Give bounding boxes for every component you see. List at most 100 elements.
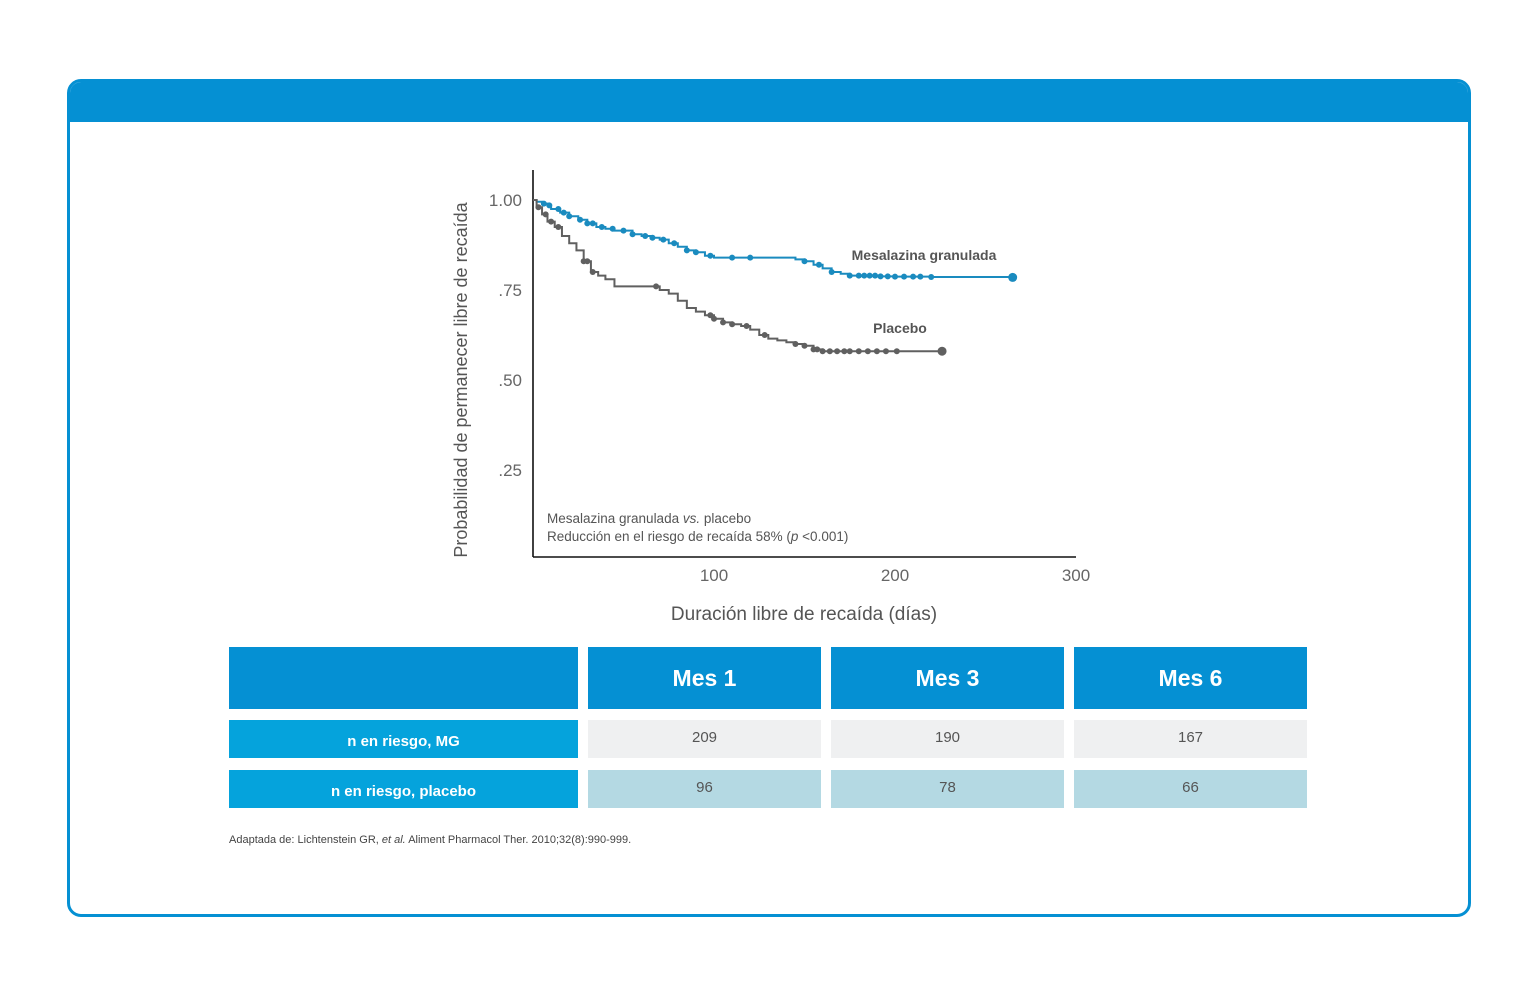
censor-mark xyxy=(928,274,935,281)
source-prefix: Adaptada de: Lichtenstein GR, xyxy=(229,834,382,846)
table-header-mes-3: Mes 3 xyxy=(831,647,1064,709)
source-suffix: Aliment Pharmacol Ther. 2010;32(8):990-9… xyxy=(405,834,632,846)
y-axis-title: Probabilidad de permanecer libre de reca… xyxy=(451,201,471,557)
censor-mark xyxy=(671,240,678,247)
censor-mark xyxy=(801,342,808,349)
censor-mark xyxy=(711,315,717,322)
cell-mg-mes-1: 209 xyxy=(588,720,821,758)
cell-placebo-mes-3: 78 xyxy=(831,770,1064,808)
y-tick-label: 1.00 xyxy=(489,191,522,210)
censor-mark xyxy=(882,348,889,355)
censor-mark xyxy=(566,213,573,220)
censor-mark xyxy=(729,321,736,328)
y-tick-label: .50 xyxy=(498,371,522,390)
censor-mark xyxy=(841,348,848,355)
cell-mg-mes-6: 167 xyxy=(1074,720,1307,758)
cell-placebo-mes-1: 96 xyxy=(588,770,821,808)
row-label-placebo: n en riesgo, placebo xyxy=(229,770,578,808)
censor-mark xyxy=(729,254,736,261)
censor-mark xyxy=(834,348,841,355)
annotation-text: <0.001) xyxy=(798,529,848,544)
censor-mark xyxy=(540,200,547,207)
censor-mark xyxy=(877,273,884,280)
censor-mark xyxy=(609,225,616,232)
censor-mark xyxy=(917,273,924,280)
censor-mark xyxy=(901,273,908,280)
censor-mark xyxy=(555,206,562,212)
censor-mark xyxy=(629,231,636,238)
annotation-text: Mesalazina granulada xyxy=(547,511,683,526)
censor-mark xyxy=(653,283,660,290)
censor-mark xyxy=(747,254,754,261)
censor-mark xyxy=(707,252,714,259)
censor-mark xyxy=(892,273,898,280)
censor-mark xyxy=(846,348,853,355)
table-header-blank xyxy=(229,647,578,709)
censor-mark xyxy=(884,273,891,280)
censor-mark xyxy=(560,209,567,216)
censor-mark xyxy=(548,218,555,225)
censor-mark xyxy=(864,348,871,355)
censor-mark xyxy=(826,348,833,355)
y-tick-label: .75 xyxy=(498,281,522,300)
series-label-mesalazina: Mesalazina granulada xyxy=(852,247,997,263)
censor-mark xyxy=(535,204,542,211)
censor-mark xyxy=(720,319,727,326)
x-tick-label: 100 xyxy=(700,566,728,585)
cell-mg-mes-3: 190 xyxy=(831,720,1064,758)
censor-mark xyxy=(937,346,947,356)
censor-mark xyxy=(642,233,649,239)
censor-mark xyxy=(866,272,873,279)
censor-mark xyxy=(577,216,584,223)
censor-mark xyxy=(910,273,917,280)
censor-mark xyxy=(683,247,690,254)
censor-mark xyxy=(872,272,879,279)
censor-mark xyxy=(815,261,822,268)
censor-mark xyxy=(761,332,768,338)
censor-mark xyxy=(649,234,656,241)
annotation-italic: p xyxy=(790,529,799,544)
x-axis-title: Duración libre de recaída (días) xyxy=(671,604,937,625)
card-header-bar xyxy=(70,82,1468,122)
censor-mark xyxy=(861,272,868,279)
censor-mark xyxy=(1008,272,1018,282)
censor-mark xyxy=(589,269,596,275)
x-tick-label: 300 xyxy=(1062,566,1090,585)
source-citation: Adaptada de: Lichtenstein GR, et al. Ali… xyxy=(229,834,631,846)
censor-mark xyxy=(819,348,826,355)
source-italic: et al. xyxy=(381,834,406,846)
censor-mark xyxy=(620,227,627,234)
censor-mark xyxy=(542,211,549,218)
censor-mark xyxy=(801,258,808,265)
censor-mark xyxy=(743,323,750,329)
cell-placebo-mes-6: 66 xyxy=(1074,770,1307,808)
censor-mark xyxy=(555,224,562,230)
annotation-text: Reducción en el riesgo de recaída 58% ( xyxy=(547,529,791,544)
annotation-text: placebo xyxy=(700,511,751,526)
series-label-placebo: Placebo xyxy=(873,320,927,336)
censor-mark xyxy=(598,224,605,230)
table-header-mes-6: Mes 6 xyxy=(1074,647,1307,709)
censor-mark xyxy=(660,236,667,243)
censor-mark xyxy=(584,258,591,265)
censor-mark xyxy=(855,272,862,279)
km-chart: 1.00 .75 .50 .25 100 200 300 Duración libre de … xyxy=(451,170,1090,625)
annotation-italic: vs. xyxy=(683,511,700,526)
table-header-mes-1: Mes 1 xyxy=(588,647,821,709)
x-tick-label: 200 xyxy=(881,566,909,585)
series-line-placebo xyxy=(533,199,943,353)
censor-mark xyxy=(584,220,591,227)
annotation-line-2: Reducción en el riesgo de recaída 58% (p… xyxy=(547,529,848,544)
y-tick-label: .25 xyxy=(498,461,522,480)
censor-mark xyxy=(846,272,853,279)
censor-mark xyxy=(828,269,835,275)
series-line-mesalazina xyxy=(533,199,1014,279)
censor-mark xyxy=(893,348,900,355)
censor-mark xyxy=(546,202,553,209)
censor-mark xyxy=(792,341,799,347)
censor-mark xyxy=(855,348,862,355)
row-label-mg: n en riesgo, MG xyxy=(229,720,578,758)
annotation-line-1: Mesalazina granulada vs. placebo xyxy=(547,511,751,526)
censor-mark xyxy=(692,249,699,256)
censor-mark xyxy=(589,220,596,227)
